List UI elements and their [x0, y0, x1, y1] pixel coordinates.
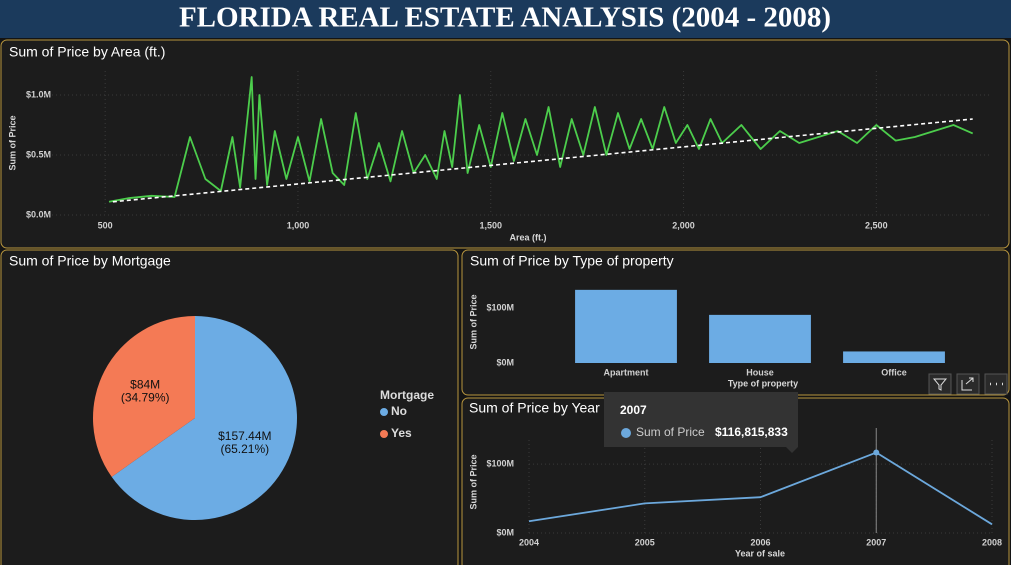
panel-title: Sum of Price by Year — [469, 400, 600, 416]
slice-percent-label: (34.79%) — [121, 390, 170, 404]
trend-line — [112, 118, 973, 203]
x-axis-title: Type of property — [728, 378, 798, 388]
y-tick-label: $0.0M — [26, 209, 51, 219]
x-tick-label: 2006 — [750, 537, 770, 547]
panel — [0, 39, 1010, 249]
legend-marker — [380, 408, 388, 416]
tooltip-series-name: Sum of Price — [636, 425, 705, 439]
x-tick-label: 2008 — [982, 537, 1002, 547]
x-tick-label: Office — [881, 367, 907, 377]
legend-title: Mortgage — [380, 388, 434, 402]
x-axis-title: Area (ft.) — [509, 232, 546, 242]
bar — [843, 351, 945, 363]
legend-marker — [380, 430, 388, 438]
pie-slice — [111, 316, 298, 520]
x-tick-label: 2004 — [519, 537, 539, 547]
filter-icon[interactable] — [928, 373, 952, 395]
pie-slice — [93, 316, 195, 477]
tooltip-value: $116,815,833 — [715, 425, 788, 439]
x-tick-label: 500 — [98, 220, 113, 230]
x-tick-label: 2007 — [866, 537, 886, 547]
y-tick-label: $0.5M — [26, 149, 51, 159]
y-axis-title: Sum of Price — [468, 294, 478, 349]
page-title: FLORIDA REAL ESTATE ANALYSIS (2004 - 200… — [179, 2, 831, 34]
x-axis-title: Year of sale — [735, 548, 785, 558]
y-tick-label: $100M — [486, 458, 514, 468]
focus-mode-icon[interactable] — [956, 373, 980, 395]
focus-glyph — [961, 377, 974, 391]
panel-title: Sum of Price by Area (ft.) — [9, 44, 165, 60]
tooltip-marker — [621, 428, 631, 438]
visual-toolbar — [928, 373, 1008, 395]
panel-title: Sum of Price by Mortgage — [9, 253, 171, 269]
bar — [709, 314, 811, 363]
y-tick-label: $100M — [486, 302, 514, 312]
y-axis-title: Sum of Price — [7, 115, 17, 170]
y-axis-title: Sum of Price — [468, 454, 478, 509]
legend-label: Yes — [391, 426, 412, 440]
filter-glyph — [932, 378, 948, 391]
x-tick-label: 1,000 — [287, 220, 310, 230]
series-line — [108, 76, 974, 203]
y-tick-label: $0M — [496, 527, 514, 537]
y-tick-label: $1.0M — [26, 89, 51, 99]
x-tick-label: Apartment — [603, 367, 648, 377]
y-tick-label: $0M — [496, 357, 514, 367]
x-tick-label: 2,500 — [865, 220, 888, 230]
x-tick-label: House — [746, 367, 774, 377]
tooltip-box — [604, 392, 798, 453]
x-tick-label: 1,500 — [479, 220, 502, 230]
tooltip-title: 2007 — [620, 403, 647, 417]
slice-value-label: $84M — [130, 377, 160, 391]
slice-value-label: $157.44M — [218, 429, 271, 443]
bar — [575, 289, 677, 363]
series-line — [528, 451, 993, 526]
x-tick-label: 2005 — [635, 537, 655, 547]
panel-title: Sum of Price by Type of property — [470, 253, 674, 269]
hover-point — [873, 449, 880, 456]
header-bar — [0, 0, 1011, 38]
legend-label: No — [391, 404, 407, 418]
x-tick-label: 2,000 — [672, 220, 695, 230]
slice-percent-label: (65.21%) — [220, 442, 269, 456]
